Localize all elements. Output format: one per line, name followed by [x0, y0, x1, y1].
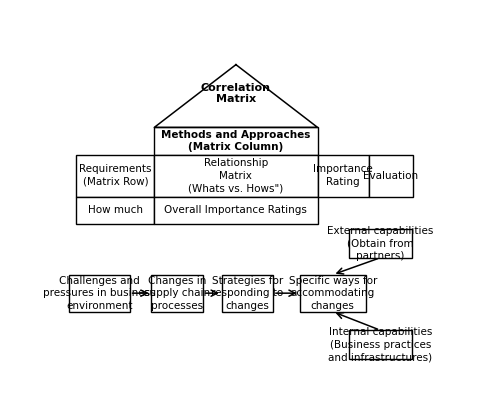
Text: Methods and Approaches
(Matrix Column): Methods and Approaches (Matrix Column): [161, 130, 311, 152]
Bar: [154, 127, 318, 155]
Bar: [69, 275, 129, 312]
Text: How much: How much: [88, 205, 143, 215]
Text: Relationship
Matrix
(Whats vs. Hows"): Relationship Matrix (Whats vs. Hows"): [188, 158, 284, 193]
Bar: [369, 155, 413, 196]
Bar: [151, 275, 203, 312]
Text: Specific ways for
accommodating
changes: Specific ways for accommodating changes: [289, 276, 377, 311]
Bar: [299, 275, 366, 312]
Bar: [154, 196, 318, 224]
Text: Overall Importance Ratings: Overall Importance Ratings: [165, 205, 307, 215]
Bar: [349, 229, 412, 258]
Text: Correlation
Matrix: Correlation Matrix: [201, 83, 271, 104]
Text: Changes in
supply chain
processes: Changes in supply chain processes: [144, 276, 210, 311]
Text: External capabilities
(Obtain from
partners): External capabilities (Obtain from partn…: [327, 226, 434, 261]
Bar: [76, 196, 154, 224]
Bar: [349, 330, 412, 359]
Text: Challenges and
pressures in business
environment: Challenges and pressures in business env…: [43, 276, 155, 311]
Bar: [76, 155, 154, 196]
Text: Requirements
(Matrix Row): Requirements (Matrix Row): [79, 165, 151, 187]
Bar: [221, 275, 273, 312]
Bar: [318, 155, 369, 196]
Text: Importance
Rating: Importance Rating: [313, 165, 373, 187]
Text: Evaluation: Evaluation: [363, 171, 418, 181]
Text: Internal capabilities
(Business practices
and infrastructures): Internal capabilities (Business practice…: [328, 327, 432, 362]
Text: Strategies for
responding to
changes: Strategies for responding to changes: [211, 276, 283, 311]
Bar: [154, 155, 318, 196]
